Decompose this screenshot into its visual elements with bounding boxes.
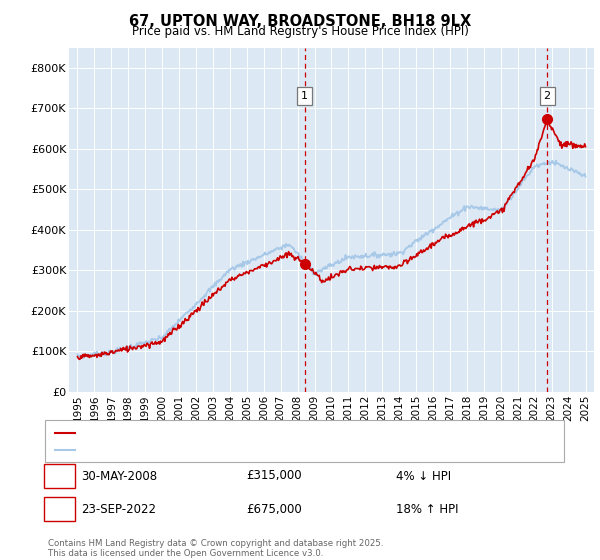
Text: Price paid vs. HM Land Registry's House Price Index (HPI): Price paid vs. HM Land Registry's House … bbox=[131, 25, 469, 38]
Text: 18% ↑ HPI: 18% ↑ HPI bbox=[396, 503, 458, 516]
Text: Contains HM Land Registry data © Crown copyright and database right 2025.
This d: Contains HM Land Registry data © Crown c… bbox=[48, 539, 383, 558]
Text: 1: 1 bbox=[301, 91, 308, 101]
Text: 23-SEP-2022: 23-SEP-2022 bbox=[81, 503, 156, 516]
Text: 30-MAY-2008: 30-MAY-2008 bbox=[81, 469, 157, 483]
Text: HPI: Average price, detached house, Bournemouth Christchurch and Poole: HPI: Average price, detached house, Bour… bbox=[78, 445, 484, 455]
Text: 1: 1 bbox=[55, 469, 64, 483]
Text: 4% ↓ HPI: 4% ↓ HPI bbox=[396, 469, 451, 483]
Text: 67, UPTON WAY, BROADSTONE, BH18 9LX: 67, UPTON WAY, BROADSTONE, BH18 9LX bbox=[129, 14, 471, 29]
Text: 2: 2 bbox=[55, 503, 64, 516]
Text: £315,000: £315,000 bbox=[246, 469, 302, 483]
Text: 67, UPTON WAY, BROADSTONE, BH18 9LX (detached house): 67, UPTON WAY, BROADSTONE, BH18 9LX (det… bbox=[78, 428, 407, 438]
Text: £675,000: £675,000 bbox=[246, 503, 302, 516]
Text: 2: 2 bbox=[544, 91, 551, 101]
